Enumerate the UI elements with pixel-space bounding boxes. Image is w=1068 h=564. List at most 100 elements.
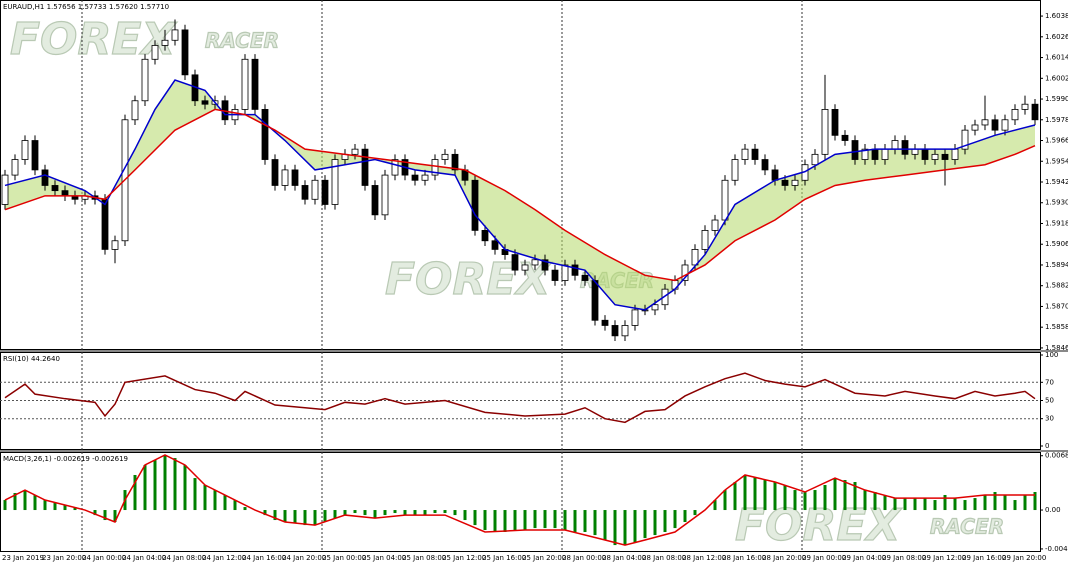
macd-bar — [723, 490, 727, 511]
candle-body — [921, 148, 929, 160]
candle-body — [451, 153, 459, 171]
macd-bar — [13, 493, 17, 511]
candle-body — [711, 219, 719, 231]
macd-bar — [973, 498, 977, 511]
candle-body — [41, 169, 49, 186]
candle-body — [561, 264, 569, 281]
macd-bar — [713, 500, 717, 511]
candle-body — [971, 124, 979, 131]
macd-bar — [663, 510, 667, 532]
y-tick-label: 0 — [1045, 442, 1049, 450]
macd-bar — [393, 510, 397, 514]
x-tick-label: 24 Jan 08:00 — [162, 554, 206, 562]
macd-bar — [413, 510, 417, 516]
macd-bar — [963, 500, 967, 511]
x-tick-label: 24 Jan 00:00 — [82, 554, 126, 562]
macd-bar — [583, 510, 587, 532]
macd-bar — [43, 500, 47, 511]
macd-bar — [163, 454, 167, 511]
macd-bar — [33, 494, 37, 511]
candle-body — [991, 119, 999, 131]
macd-bar — [133, 474, 137, 511]
macd-bar — [793, 490, 797, 511]
macd-bar — [1033, 492, 1037, 511]
macd-bar — [613, 510, 617, 546]
watermark-logo: RACER — [205, 29, 279, 53]
y-tick-label: 1.58940 — [1045, 261, 1068, 269]
candle-body — [381, 174, 389, 216]
macd-bar — [53, 503, 57, 511]
x-tick-label: 28 Jan 08:00 — [642, 554, 686, 562]
candle-body — [301, 185, 309, 200]
candle-body — [581, 274, 589, 281]
macd-bar — [733, 482, 737, 511]
macd-bar — [983, 494, 987, 511]
candle-body — [151, 45, 159, 60]
watermark-logo: RACER — [930, 515, 1004, 539]
macd-bar — [473, 510, 477, 526]
macd-bar — [623, 510, 627, 546]
candle-body — [141, 58, 149, 102]
candle-body — [821, 109, 829, 155]
macd-bar — [753, 477, 757, 511]
x-tick-label: 23 Jan 20:00 — [42, 554, 86, 562]
candle-body — [481, 229, 489, 242]
candle-body — [881, 148, 889, 160]
macd-bar — [553, 510, 557, 529]
macd-bar — [823, 484, 827, 511]
y-tick-label: 1.60140 — [1045, 54, 1068, 62]
candle-body — [871, 148, 879, 160]
x-tick-label: 29 Jan 20:00 — [1002, 554, 1046, 562]
macd-bar — [993, 492, 997, 511]
x-tick-label: 25 Jan 08:00 — [402, 554, 446, 562]
macd-bar — [233, 500, 237, 511]
y-tick-label: 70 — [1045, 378, 1054, 386]
candle-body — [841, 134, 849, 141]
candle-body — [1, 174, 9, 205]
y-tick-label: 1.59060 — [1045, 240, 1068, 248]
y-tick-label: 1.59180 — [1045, 219, 1068, 227]
candle-body — [101, 198, 109, 250]
candle-body — [351, 148, 359, 155]
macd-bar — [483, 510, 487, 531]
candle-body — [491, 240, 499, 250]
candle-body — [531, 259, 539, 266]
macd-bar — [543, 510, 547, 529]
candle-body — [941, 153, 949, 160]
macd-bar — [333, 510, 337, 519]
y-tick-label: 1.58580 — [1045, 323, 1068, 331]
candle-body — [701, 229, 709, 250]
candle-body — [361, 148, 369, 186]
macd-bar — [183, 464, 187, 511]
y-tick-label: 1.59900 — [1045, 95, 1068, 103]
candle-body — [691, 249, 699, 266]
candle-body — [571, 264, 579, 276]
pane-title: EURAUD,H1 1.57656 1.57733 1.57620 1.5771… — [3, 3, 169, 11]
candle-body — [551, 269, 559, 281]
y-tick-label: 1.59300 — [1045, 199, 1068, 207]
macd-bar — [73, 507, 77, 511]
candle-body — [241, 58, 249, 110]
candle-body — [131, 100, 139, 121]
candle-body — [271, 159, 279, 186]
candle-body — [771, 169, 779, 181]
candle-body — [851, 140, 859, 160]
macd-bar — [1013, 500, 1017, 511]
candle-body — [431, 159, 439, 176]
macd-bar — [173, 458, 177, 511]
macd-bar — [283, 510, 287, 522]
y-tick-label: 1.59660 — [1045, 137, 1068, 145]
y-tick-label: 100 — [1045, 351, 1058, 359]
candle-body — [1021, 103, 1029, 110]
y-tick-label: 1.60020 — [1045, 74, 1068, 82]
macd-bar — [673, 510, 677, 529]
x-tick-label: 24 Jan 20:00 — [282, 554, 326, 562]
macd-bar — [303, 510, 307, 526]
macd-bar — [223, 494, 227, 511]
macd-bar — [913, 498, 917, 511]
candle-body — [11, 159, 19, 176]
candle-body — [51, 185, 59, 192]
macd-bar — [563, 510, 567, 531]
x-tick-label: 25 Jan 20:00 — [522, 554, 566, 562]
